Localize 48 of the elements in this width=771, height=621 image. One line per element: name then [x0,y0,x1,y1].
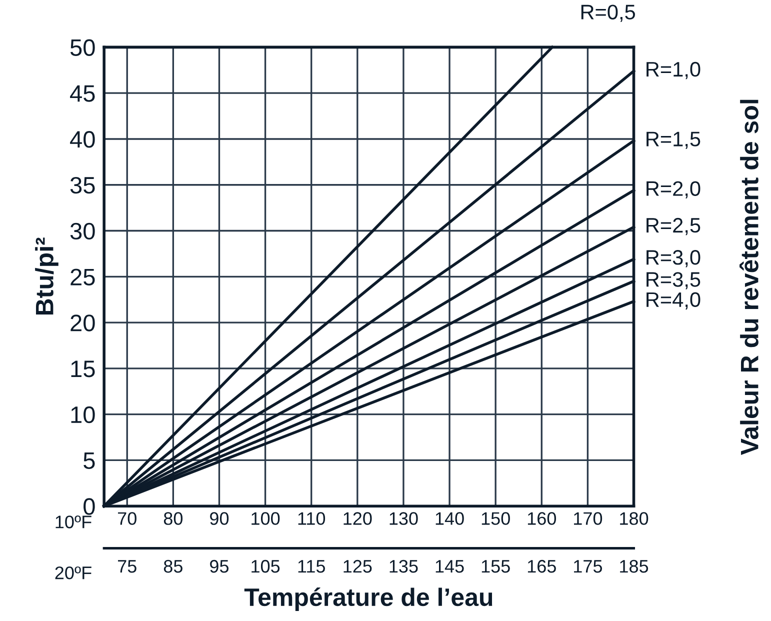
x2-tick-label: 125 [344,560,372,573]
x2-tick-label: 145 [436,560,464,573]
y-tick-label: 5 [84,452,95,470]
x2-tick-label: 135 [390,560,418,573]
y-tick-label: 15 [71,360,95,378]
x-axis-title: Température de l’eau [244,588,492,612]
x2-tick-label: 185 [620,560,648,573]
x-tick-label: 70 [118,512,136,525]
y-tick-label: 20 [70,314,95,332]
y-tick-label: 10 [71,406,95,424]
y-tick-label: 25 [70,268,95,286]
x-tick-label: 160 [528,512,556,525]
y-tick-label: 35 [70,176,95,194]
x2-tick-label: 75 [118,560,136,573]
y-axis-title: Btu/pi² [35,238,58,315]
y-tick-label: 30 [70,222,95,240]
x-tick-label: 120 [344,512,372,525]
x2-tick-label: 115 [298,560,325,573]
text: 10ºF [56,516,92,528]
x2-tick-label: 155 [482,560,510,573]
x-tick-label: 140 [436,512,464,525]
series-label: R=4,0 [646,292,700,310]
text: 20ºF [55,566,92,580]
series-label: R=0,5 [581,4,636,22]
y2-axis-title: Valeur R du revêtement de sol [740,100,758,456]
y-tick-label: 0 [84,498,95,515]
x2-tick-label: 165 [528,560,556,573]
series-label: R=2,5 [646,218,700,236]
x-tick-label: 180 [620,512,648,525]
x-tick-label: 80 [164,512,183,525]
x-tick-label: 130 [390,512,418,525]
x2-tick-label: 175 [574,560,602,573]
x-tick-label: 170 [574,512,602,525]
series-label: R=1,0 [646,62,700,80]
series-label: R=3,0 [646,250,700,268]
x2-tick-label: 105 [252,560,280,573]
x2-tick-label: 85 [164,560,182,573]
x-tick-label: 90 [210,512,229,525]
series-label: R=3,5 [646,272,700,290]
y-tick-label: 50 [70,39,95,56]
series-label: R=1,5 [646,132,700,149]
x-tick-label: 100 [252,512,280,525]
x-tick-label: 150 [482,512,510,525]
x-tick-label: 110 [298,512,326,525]
y-tick-label: 40 [70,131,95,148]
x2-tick-label: 95 [210,560,229,573]
series-label: R=2,0 [646,181,700,198]
y-tick-label: 45 [70,85,95,102]
